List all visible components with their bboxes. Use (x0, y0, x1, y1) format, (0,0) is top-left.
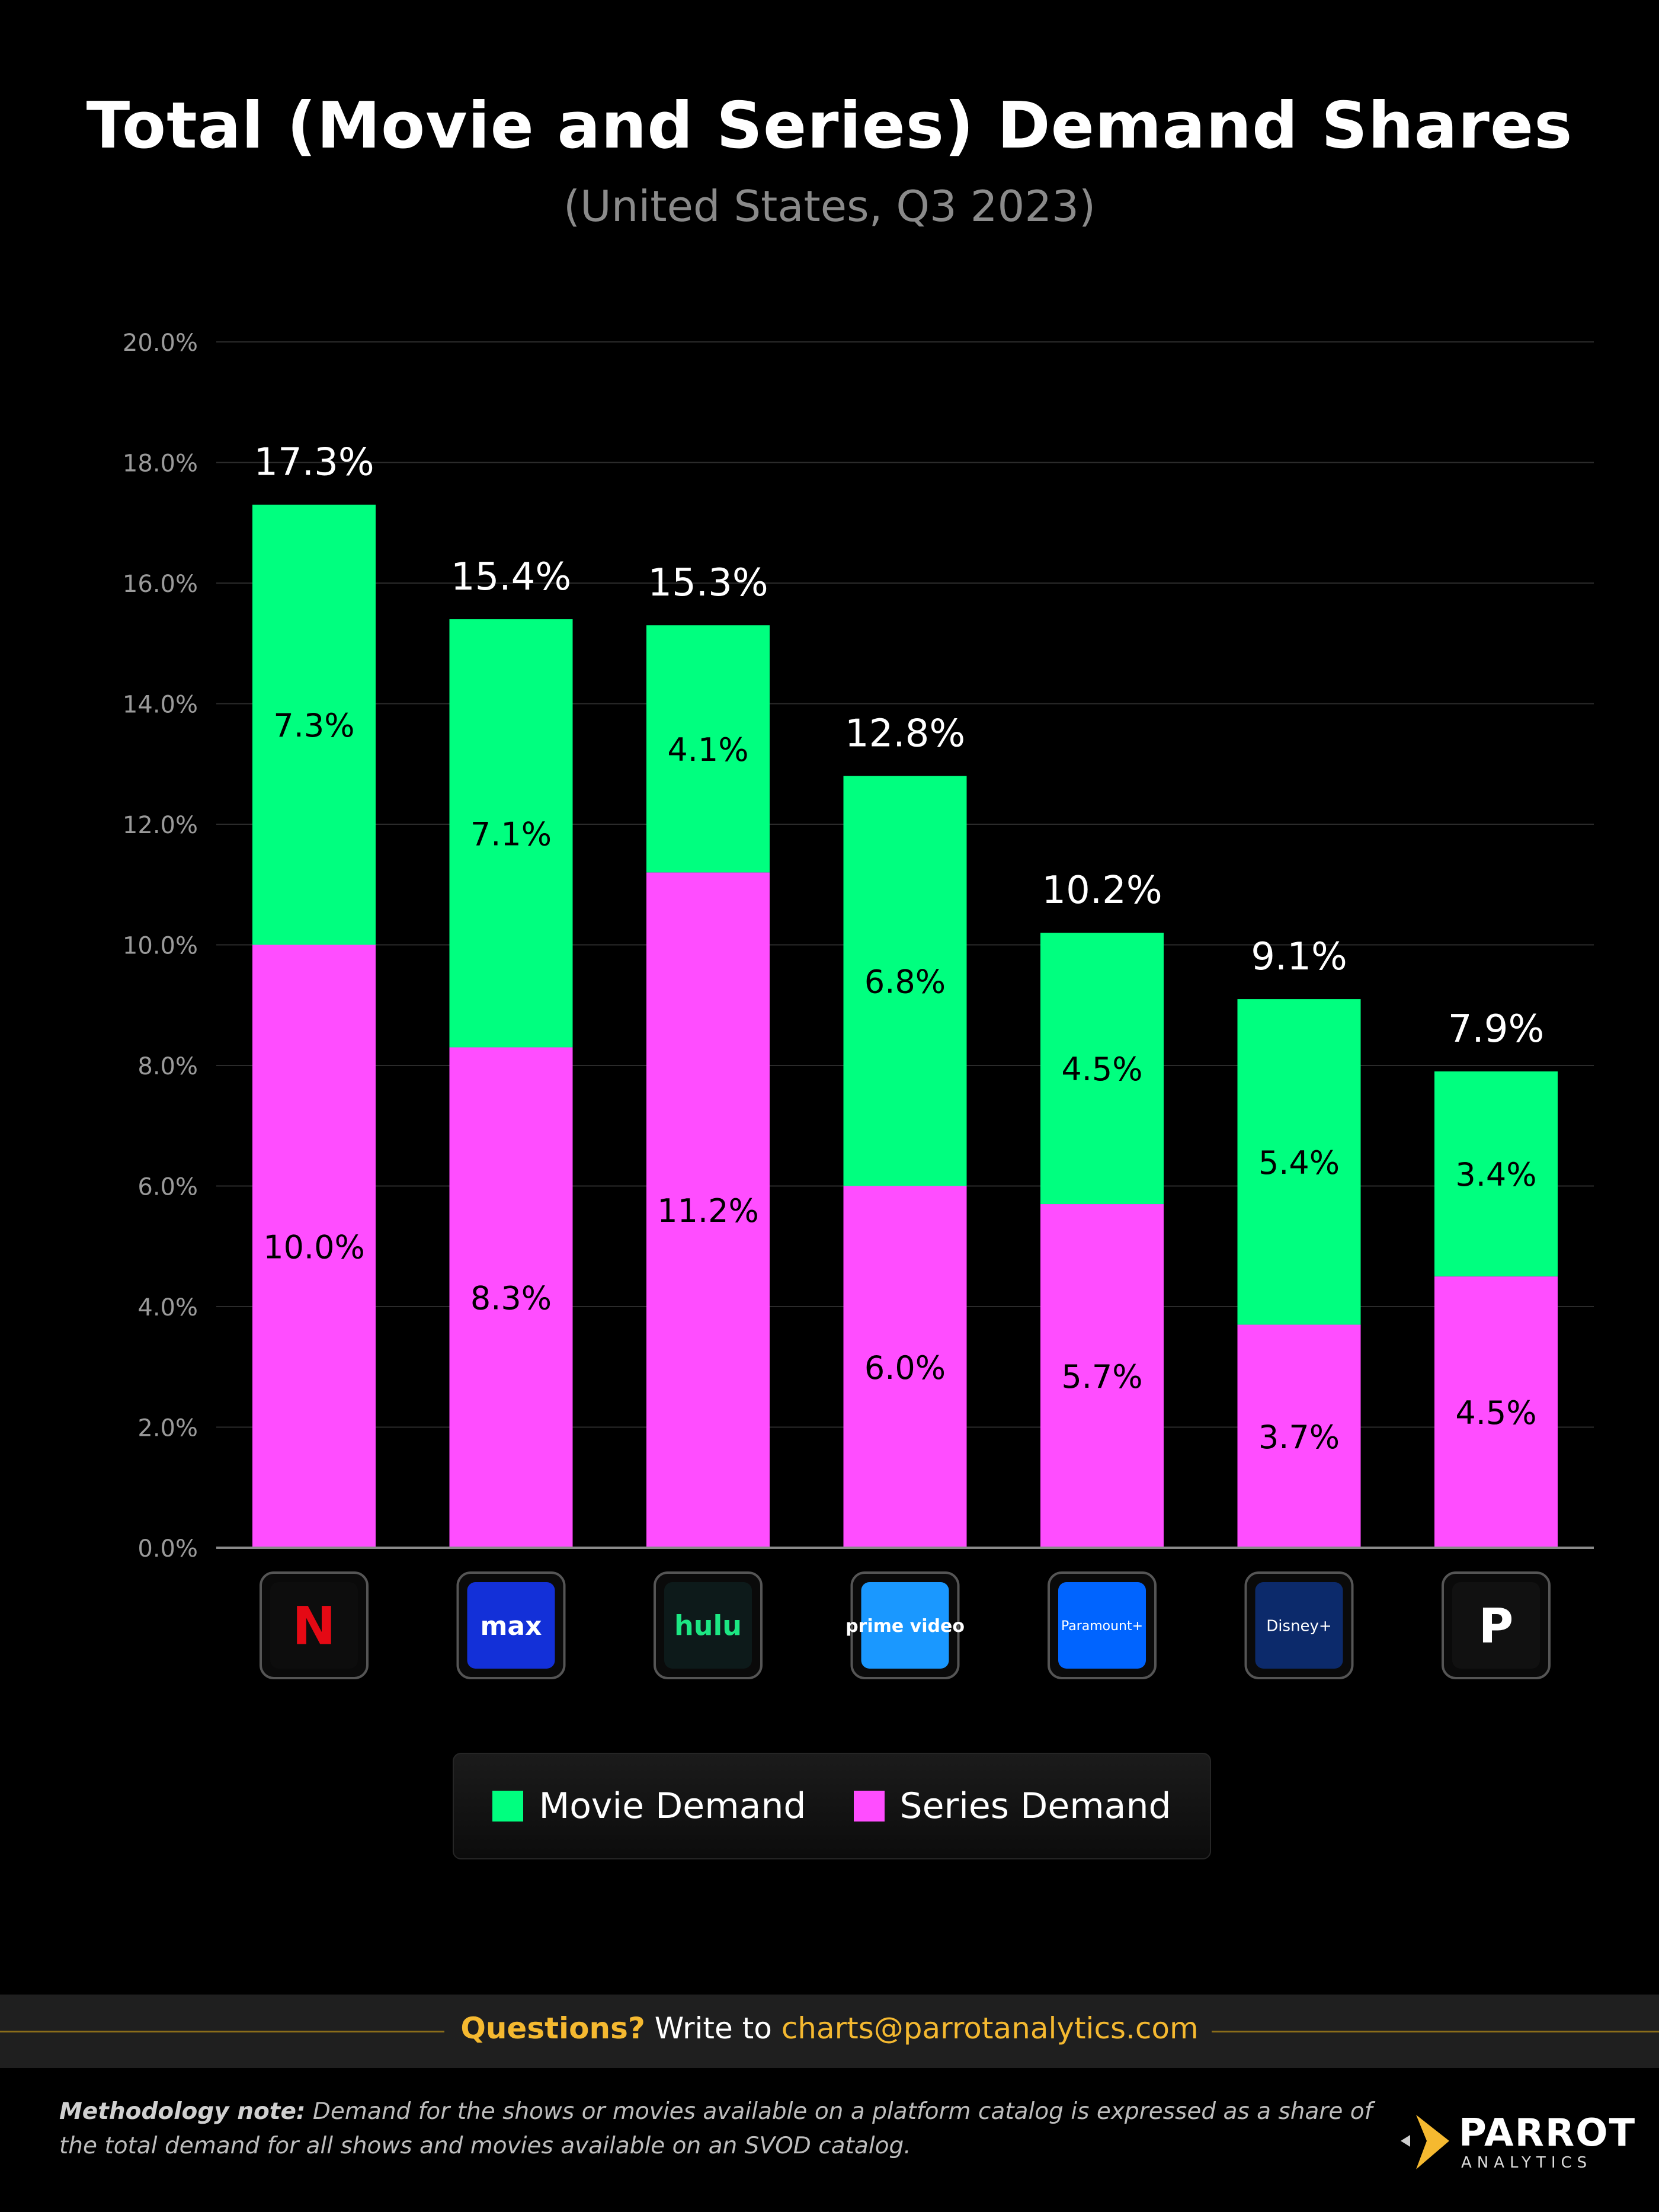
movie-value-label: 3.4% (1455, 1156, 1536, 1193)
legend-item-series: Series Demand (853, 1785, 1171, 1827)
series-demand-bar (1040, 1204, 1164, 1548)
footer-divider-left (0, 2031, 444, 2032)
methodology-text: Demand for the shows or movies available… (59, 2098, 1373, 2159)
series-demand-bar (449, 1047, 573, 1548)
footer-questions: Questions? (460, 2011, 645, 2045)
legend-swatch-series (853, 1791, 885, 1822)
platform-logo-tile (664, 1582, 752, 1669)
y-tick-label: 10.0% (123, 933, 198, 960)
series-demand-bar (252, 945, 376, 1548)
series-value-label: 8.3% (470, 1280, 552, 1317)
footer-divider-right (1212, 2031, 1659, 2032)
series-demand-bar (1434, 1276, 1558, 1548)
total-value-label: 7.9% (1448, 1007, 1545, 1051)
movie-value-label: 7.1% (470, 815, 552, 853)
movie-demand-bar (252, 504, 376, 945)
brand-name: PARROT (1459, 2111, 1636, 2155)
total-value-label: 15.4% (451, 555, 571, 599)
total-value-label: 10.2% (1042, 869, 1162, 913)
chart-legend: Movie Demand Series Demand (453, 1753, 1211, 1859)
y-tick-label: 18.0% (123, 450, 198, 478)
movie-demand-bar (1237, 999, 1361, 1325)
platform-logo-tile (270, 1582, 358, 1669)
movie-demand-bar (1040, 933, 1164, 1205)
platform-logo-tile (861, 1582, 949, 1669)
brand-logo: PARROT ANALYTICS (1392, 2107, 1635, 2178)
platform-logo-mark: prime video (845, 1616, 965, 1637)
movie-value-label: 4.1% (667, 731, 748, 769)
platform-logo-tile (467, 1582, 555, 1669)
y-tick-label: 4.0% (137, 1294, 198, 1321)
total-value-label: 12.8% (845, 712, 965, 756)
platform-logo-mark: Paramount+ (1061, 1619, 1143, 1634)
stacked-bar-chart: 0.0% 2.0% 4.0% 6.0% 8.0% 10.0% 12.0% 14.0% 16.0%… (123, 329, 1594, 1679)
movie-value-label: 5.4% (1258, 1144, 1340, 1182)
platform-logo-mark: max (481, 1611, 542, 1641)
total-value-label: 9.1% (1251, 935, 1347, 979)
platform-logo-tile (1058, 1582, 1146, 1669)
y-tick-label: 14.0% (123, 692, 198, 719)
platform-logo-tile (1452, 1582, 1540, 1669)
movie-demand-bar (1434, 1071, 1558, 1277)
movie-demand-bar (646, 625, 770, 873)
methodology-note: Methodology note: Demand for the shows o… (59, 2095, 1375, 2163)
footer-email-link[interactable]: charts@parrotanalytics.com (781, 2011, 1199, 2045)
series-demand-bar (646, 872, 770, 1548)
movie-value-label: 7.3% (273, 707, 354, 744)
series-value-label: 6.0% (864, 1349, 946, 1387)
methodology-label: Methodology note: (59, 2098, 306, 2125)
platform-logo-mark: Disney+ (1266, 1617, 1331, 1635)
y-tick-label: 2.0% (137, 1415, 198, 1442)
y-tick-label: 0.0% (137, 1535, 198, 1563)
brand-sub: ANALYTICS (1461, 2154, 1593, 2172)
platform-logo-tile (1255, 1582, 1343, 1669)
y-tick-label: 8.0% (137, 1053, 198, 1080)
platform-logo-mark: N (292, 1596, 336, 1657)
y-tick-label: 12.0% (123, 812, 198, 839)
total-value-label: 17.3% (254, 441, 374, 485)
legend-item-movie: Movie Demand (492, 1785, 806, 1827)
footer-write-to: Write to (654, 2011, 772, 2045)
movie-value-label: 4.5% (1061, 1051, 1142, 1088)
legend-label-series: Series Demand (899, 1785, 1171, 1827)
footer-contact: Questions? Write to charts@parrotanalyti… (0, 2011, 1659, 2045)
chart-subtitle: (United States, Q3 2023) (563, 181, 1096, 231)
footer-bar: Questions? Write to charts@parrotanalyti… (0, 1995, 1659, 2068)
series-demand-bar (843, 1186, 967, 1548)
platform-logo-mark: P (1479, 1599, 1514, 1654)
series-value-label: 11.2% (657, 1192, 759, 1230)
series-value-label: 5.7% (1061, 1358, 1142, 1395)
legend-swatch-movie (492, 1791, 524, 1822)
y-tick-label: 6.0% (137, 1174, 198, 1201)
series-value-label: 10.0% (263, 1228, 365, 1266)
parrot-logo-icon (1401, 2115, 1449, 2169)
y-tick-label: 16.0% (123, 571, 198, 598)
movie-value-label: 6.8% (864, 963, 946, 1001)
total-value-label: 15.3% (648, 561, 768, 605)
series-value-label: 3.7% (1258, 1419, 1340, 1456)
y-tick-label: 20.0% (123, 329, 198, 357)
legend-label-movie: Movie Demand (539, 1785, 806, 1827)
series-demand-bar (1237, 1324, 1361, 1548)
movie-demand-bar (449, 619, 573, 1048)
platform-logo-mark: hulu (674, 1610, 742, 1642)
chart-title: Total (Movie and Series) Demand Shares (86, 89, 1573, 163)
series-value-label: 4.5% (1455, 1394, 1536, 1432)
movie-demand-bar (843, 776, 967, 1186)
